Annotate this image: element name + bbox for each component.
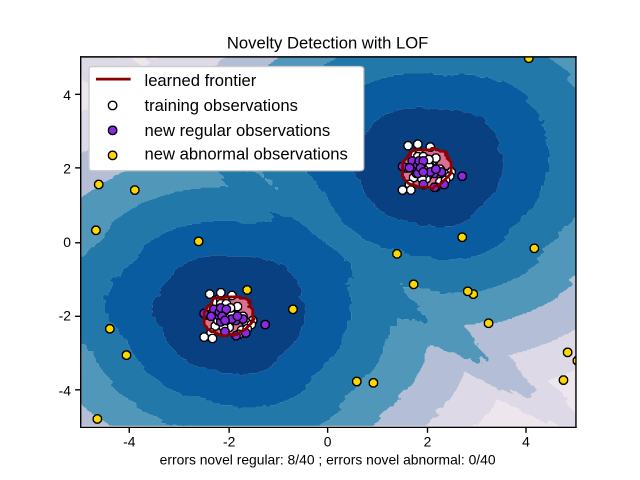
- svg-text:Novelty Detection with LOF: Novelty Detection with LOF: [227, 34, 428, 53]
- svg-text:-4: -4: [59, 382, 72, 398]
- svg-text:-2: -2: [59, 307, 72, 323]
- svg-text:new regular observations: new regular observations: [145, 121, 331, 140]
- svg-text:4: 4: [63, 87, 71, 103]
- svg-text:training observations: training observations: [145, 96, 298, 115]
- svg-text:-4: -4: [123, 434, 136, 450]
- svg-text:0: 0: [63, 234, 71, 250]
- svg-text:0: 0: [324, 434, 332, 450]
- svg-text:learned frontier: learned frontier: [145, 71, 257, 90]
- svg-text:2: 2: [63, 160, 71, 176]
- svg-text:new abnormal observations: new abnormal observations: [145, 145, 348, 164]
- svg-text:errors novel regular: 8/40 ; e: errors novel regular: 8/40 ; errors nove…: [160, 452, 496, 468]
- svg-text:4: 4: [522, 434, 530, 450]
- svg-text:2: 2: [424, 434, 432, 450]
- svg-text:-2: -2: [223, 434, 236, 450]
